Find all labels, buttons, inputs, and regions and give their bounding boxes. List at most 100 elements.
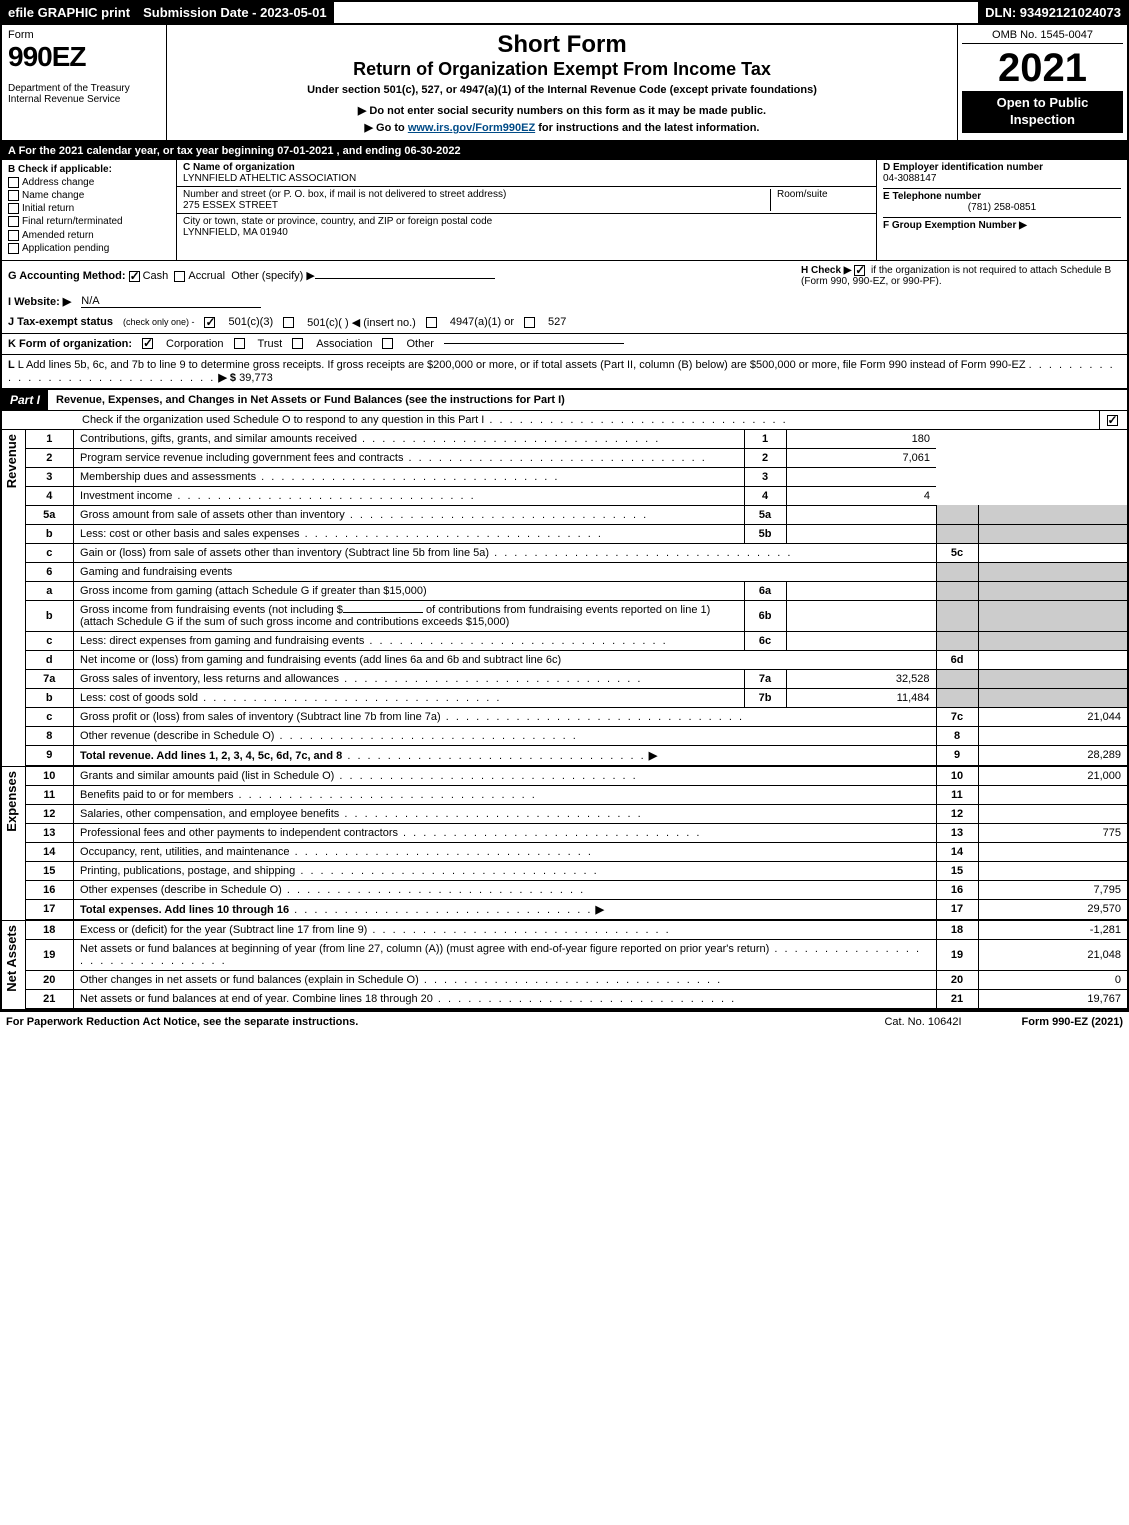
- omb-number: OMB No. 1545-0047: [962, 29, 1123, 44]
- line-8: 8Other revenue (describe in Schedule O)8: [26, 726, 1128, 745]
- city-block: City or town, state or province, country…: [177, 214, 876, 240]
- line-20: 20Other changes in net assets or fund ba…: [26, 970, 1128, 989]
- ein-value: 04-3088147: [883, 173, 1121, 184]
- part1-check-text: Check if the organization used Schedule …: [2, 411, 1099, 429]
- checkbox-icon[interactable]: [8, 190, 19, 201]
- line-15: 15Printing, publications, postage, and s…: [26, 861, 1128, 880]
- chk-accrual[interactable]: [174, 271, 185, 282]
- department: Department of the Treasury Internal Reve…: [8, 83, 160, 105]
- row-l: L L Add lines 5b, 6c, and 7b to line 9 t…: [0, 355, 1129, 390]
- line-19: 19Net assets or fund balances at beginni…: [26, 939, 1128, 970]
- line-17: 17Total expenses. Add lines 10 through 1…: [26, 899, 1128, 919]
- chk-application-pending[interactable]: Application pending: [8, 243, 170, 254]
- line-2: 2Program service revenue including gover…: [26, 448, 1128, 467]
- b-label: B Check if applicable:: [8, 164, 170, 175]
- cat-no: Cat. No. 10642I: [884, 1016, 961, 1028]
- form-word: Form: [8, 29, 160, 41]
- other-specify-input[interactable]: [315, 278, 495, 279]
- row-j: J Tax-exempt status (check only one) - 5…: [0, 312, 1129, 334]
- other-org-input[interactable]: [444, 343, 624, 344]
- chk-name-change[interactable]: Name change: [8, 190, 170, 201]
- street-block: Number and street (or P. O. box, if mail…: [177, 187, 876, 214]
- line-16: 16Other expenses (describe in Schedule O…: [26, 880, 1128, 899]
- city-value: LYNNFIELD, MA 01940: [183, 227, 288, 238]
- chk-schedule-b[interactable]: [854, 265, 865, 276]
- top-bar: efile GRAPHIC print Submission Date - 20…: [0, 0, 1129, 25]
- netassets-table: 18Excess or (deficit) for the year (Subt…: [26, 921, 1129, 1009]
- header-right: OMB No. 1545-0047 2021 Open to Public In…: [957, 25, 1127, 140]
- line-5b: bLess: cost or other basis and sales exp…: [26, 524, 1128, 543]
- netassets-section: Net Assets 18Excess or (deficit) for the…: [0, 921, 1129, 1011]
- row-i: I Website: ▶ N/A: [0, 291, 1129, 312]
- expenses-section: Expenses 10Grants and similar amounts pa…: [0, 767, 1129, 921]
- line-1: 1Contributions, gifts, grants, and simil…: [26, 430, 1128, 449]
- revenue-table: 1Contributions, gifts, grants, and simil…: [26, 430, 1129, 766]
- chk-501c3[interactable]: [204, 317, 215, 328]
- note-ssn: ▶ Do not enter social security numbers o…: [177, 104, 947, 117]
- form-header: Form 990EZ Department of the Treasury In…: [0, 25, 1129, 142]
- part1-checkbox[interactable]: [1099, 411, 1127, 429]
- part1-title: Revenue, Expenses, and Changes in Net As…: [48, 391, 1127, 409]
- tax-year: 2021: [962, 46, 1123, 91]
- chk-527[interactable]: [524, 317, 535, 328]
- section-b: B Check if applicable: Address change Na…: [2, 160, 177, 260]
- line-18: 18Excess or (deficit) for the year (Subt…: [26, 921, 1128, 940]
- chk-initial-return[interactable]: Initial return: [8, 203, 170, 214]
- revenue-side-label: Revenue: [2, 430, 26, 766]
- dln-number: DLN: 93492121024073: [979, 2, 1127, 23]
- checkbox-icon[interactable]: [8, 230, 19, 241]
- line-4: 4Investment income44: [26, 486, 1128, 505]
- header-left: Form 990EZ Department of the Treasury In…: [2, 25, 167, 140]
- note-goto: ▶ Go to www.irs.gov/Form990EZ for instru…: [177, 121, 947, 134]
- section-a-taxyear: A For the 2021 calendar year, or tax yea…: [0, 142, 1129, 160]
- line-6b: bGross income from fundraising events (n…: [26, 600, 1128, 631]
- submission-date: Submission Date - 2023-05-01: [137, 2, 334, 23]
- checkbox-icon[interactable]: [8, 216, 19, 227]
- revenue-section: Revenue 1Contributions, gifts, grants, a…: [0, 430, 1129, 767]
- line-7c: cGross profit or (loss) from sales of in…: [26, 707, 1128, 726]
- phone-label: E Telephone number: [883, 191, 981, 202]
- title-short-form: Short Form: [177, 31, 947, 59]
- chk-association[interactable]: [292, 338, 303, 349]
- chk-address-change[interactable]: Address change: [8, 177, 170, 188]
- part1-check-row: Check if the organization used Schedule …: [0, 411, 1129, 430]
- org-name-block: C Name of organization LYNNFIELD ATHELTI…: [177, 160, 876, 187]
- chk-other-org[interactable]: [382, 338, 393, 349]
- street-value: 275 ESSEX STREET: [183, 200, 278, 211]
- form-ref: Form 990-EZ (2021): [1022, 1016, 1123, 1028]
- line-6: 6Gaming and fundraising events: [26, 562, 1128, 581]
- line-3: 3Membership dues and assessments3: [26, 467, 1128, 486]
- chk-501c[interactable]: [283, 317, 294, 328]
- chk-corporation[interactable]: [142, 338, 153, 349]
- line-7b: bLess: cost of goods sold7b11,484: [26, 688, 1128, 707]
- top-spacer: [334, 2, 980, 23]
- section-def: D Employer identification number 04-3088…: [877, 160, 1127, 260]
- checkbox-icon[interactable]: [8, 177, 19, 188]
- line-5c: cGain or (loss) from sale of assets othe…: [26, 543, 1128, 562]
- line-6a: aGross income from gaming (attach Schedu…: [26, 581, 1128, 600]
- room-label: Room/suite: [777, 189, 828, 200]
- checkbox-icon[interactable]: [8, 203, 19, 214]
- group-exemption-label: F Group Exemption Number ▶: [883, 220, 1027, 231]
- row-k: K Form of organization: Corporation Trus…: [0, 334, 1129, 355]
- ein-label: D Employer identification number: [883, 162, 1121, 173]
- chk-trust[interactable]: [234, 338, 245, 349]
- line-9: 9Total revenue. Add lines 1, 2, 3, 4, 5c…: [26, 745, 1128, 765]
- irs-link[interactable]: www.irs.gov/Form990EZ: [408, 122, 535, 134]
- checkbox-icon[interactable]: [8, 243, 19, 254]
- chk-4947[interactable]: [426, 317, 437, 328]
- form-number: 990EZ: [8, 41, 160, 73]
- header-center: Short Form Return of Organization Exempt…: [167, 25, 957, 140]
- chk-cash[interactable]: [129, 271, 140, 282]
- line-7a: 7aGross sales of inventory, less returns…: [26, 669, 1128, 688]
- gross-receipts: 39,773: [239, 372, 273, 384]
- efile-label[interactable]: efile GRAPHIC print: [2, 2, 137, 23]
- chk-amended[interactable]: Amended return: [8, 230, 170, 241]
- phone-value: (781) 258-0851: [883, 202, 1121, 213]
- checkbox-icon: [1107, 415, 1118, 426]
- line-5a: 5aGross amount from sale of assets other…: [26, 505, 1128, 524]
- chk-final-return[interactable]: Final return/terminated: [8, 216, 170, 227]
- part1-label: Part I: [2, 390, 48, 410]
- line-6d: dNet income or (loss) from gaming and fu…: [26, 650, 1128, 669]
- open-to-public: Open to Public Inspection: [962, 91, 1123, 133]
